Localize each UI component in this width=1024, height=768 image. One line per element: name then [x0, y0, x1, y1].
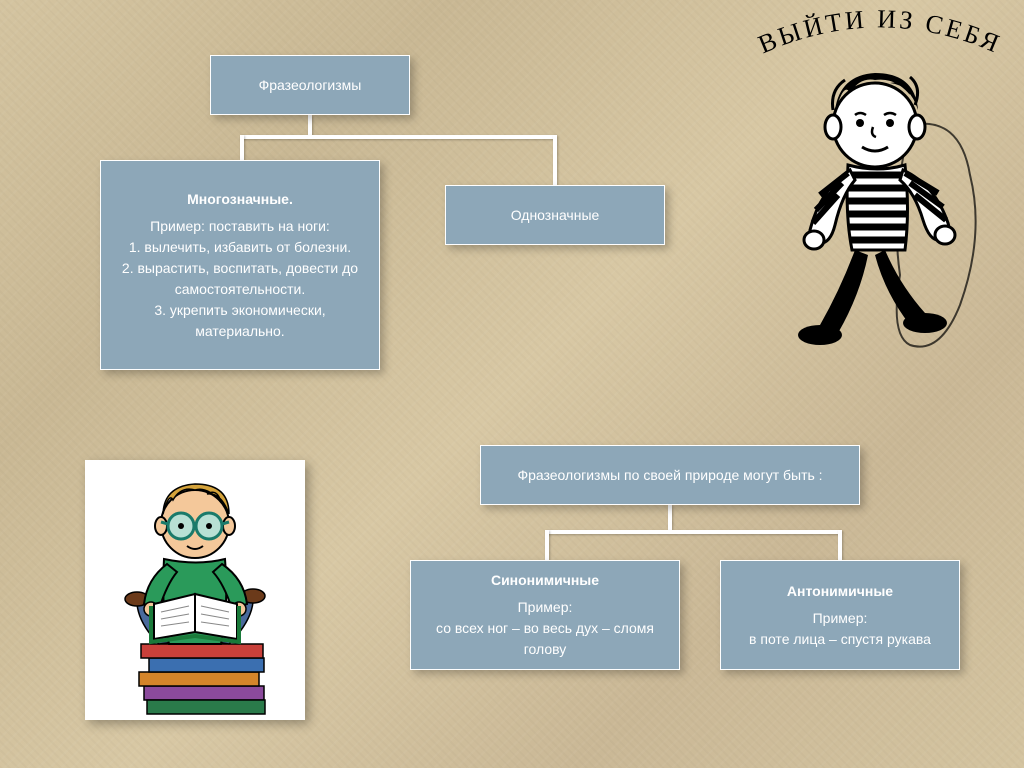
boy-reading-illustration	[85, 460, 305, 720]
node-label: Однозначные	[458, 205, 652, 226]
connector	[308, 115, 312, 135]
root-node-phraseologisms: Фразеологизмы	[210, 55, 410, 115]
svg-text:ВЫЙТИ ИЗ СЕБЯ: ВЫЙТИ ИЗ СЕБЯ	[754, 4, 1006, 59]
node-antonymic: Антонимичные Пример: в поте лица – спуст…	[720, 560, 960, 670]
node-title: Многозначные.	[113, 189, 367, 210]
connector	[668, 505, 672, 530]
node-monosemantic: Однозначные	[445, 185, 665, 245]
connector	[240, 135, 244, 160]
node-polysemantic: Многозначные. Пример: поставить на ноги:…	[100, 160, 380, 370]
connector	[545, 530, 840, 534]
node-line: 3. укрепить экономически, материально.	[113, 300, 367, 342]
node-line: Пример:	[423, 597, 667, 618]
connector	[240, 135, 555, 139]
connector	[553, 135, 557, 185]
node-label: Фразеологизмы	[223, 75, 397, 96]
root-node-nature: Фразеологизмы по своей природе могут быт…	[480, 445, 860, 505]
node-line: Пример:	[733, 608, 947, 629]
connector	[838, 530, 842, 560]
node-title: Антонимичные	[733, 581, 947, 602]
node-title: Синонимичные	[423, 570, 667, 591]
connector	[545, 530, 549, 560]
node-line: Пример: поставить на ноги:	[113, 216, 367, 237]
node-line: 2. вырастить, воспитать, довести до само…	[113, 258, 367, 300]
node-label: Фразеологизмы по своей природе могут быт…	[493, 465, 847, 486]
node-line: со всех ног – во весь дух – сломя голову	[423, 618, 667, 660]
boy-walking-illustration	[760, 55, 1010, 375]
node-line: в поте лица – спустя рукава	[733, 629, 947, 650]
node-line: 1. вылечить, избавить от болезни.	[113, 237, 367, 258]
node-synonymic: Синонимичные Пример: со всех ног – во ве…	[410, 560, 680, 670]
